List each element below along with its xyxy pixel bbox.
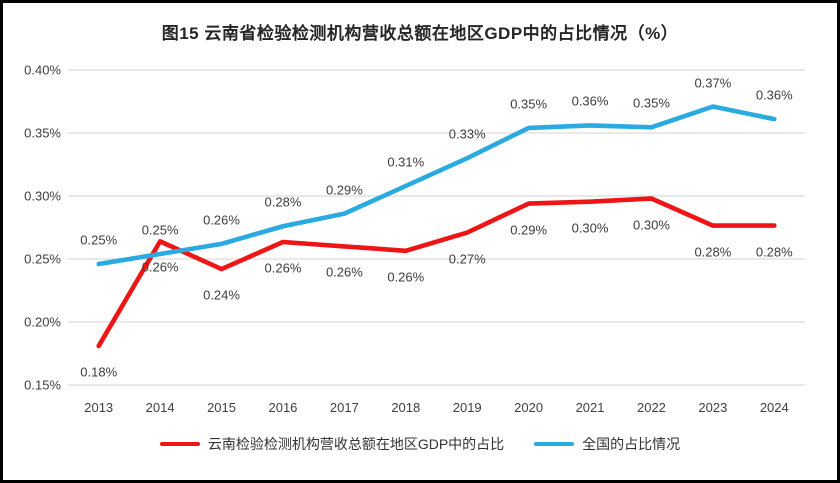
data-label-national: 0.28% [264,194,302,210]
data-label-national: 0.37% [694,75,732,91]
data-label-national: 0.29% [325,182,363,198]
data-label-national: 0.25% [80,232,118,248]
x-axis-tick-label: 2016 [268,400,298,415]
legend: 云南检验检测机构营收总额在地区GDP中的占比 全国的占比情况 [3,434,837,454]
data-label-yunnan: 0.26% [264,260,302,276]
data-label-yunnan: 0.29% [510,222,548,238]
data-label-yunnan: 0.30% [633,217,670,233]
y-axis-tick-label: 0.30% [24,188,61,204]
data-label-national: 0.31% [387,154,425,170]
y-axis-tick-label: 0.35% [24,125,61,141]
data-label-national: 0.35% [510,96,548,112]
legend-swatch-yunnan-line-icon [159,441,200,447]
x-axis-tick-label: 2015 [207,400,236,415]
data-label-national: 0.25% [141,222,179,238]
y-axis-tick-label: 0.15% [24,377,61,393]
chart-title: 图15 云南省检验检测机构营收总额在地区GDP中的占比情况（%） [161,24,679,43]
plot-area [68,69,805,386]
series-line-yunnan [96,196,777,349]
legend-swatch-national-line-icon [534,441,575,447]
data-label-national: 0.33% [448,126,486,142]
data-label-yunnan: 0.18% [80,364,118,380]
x-axis-tick-label: 2024 [759,400,789,415]
data-label-yunnan: 0.27% [448,251,486,267]
x-axis-tick-label: 2022 [636,400,666,415]
data-label-yunnan: 0.30% [571,220,609,236]
x-axis-tick-label: 2013 [84,400,114,415]
data-label-yunnan: 0.26% [325,264,363,280]
data-label-yunnan: 0.28% [694,244,732,260]
x-axis-tick-label: 2023 [698,400,728,415]
x-axis-tick-label: 2021 [575,400,605,415]
x-axis-tick-label: 2014 [145,400,175,415]
data-label-national: 0.36% [755,87,793,103]
y-axis-tick-label: 0.40% [24,62,61,78]
legend-item-yunnan: 云南检验检测机构营收总额在地区GDP中的占比 [159,434,505,454]
x-axis-tick-label: 2019 [452,400,482,415]
legend-label-national: 全国的占比情况 [582,436,681,452]
x-axis-tick-label: 2018 [391,400,421,415]
data-label-yunnan: 0.26% [141,259,179,275]
y-axis-tick-label: 0.20% [24,314,61,330]
y-axis-tick-label: 0.25% [24,251,61,267]
x-axis-tick-label: 2020 [514,400,544,415]
data-label-national: 0.35% [633,95,670,111]
data-label-national: 0.26% [203,212,240,228]
series-line-national [96,104,777,267]
data-label-national: 0.36% [571,93,609,109]
data-label-yunnan: 0.24% [203,287,240,303]
data-label-yunnan: 0.28% [755,244,793,260]
legend-item-national: 全国的占比情况 [534,434,680,454]
x-axis-tick-label: 2017 [329,400,359,415]
legend-label-yunnan: 云南检验检测机构营收总额在地区GDP中的占比 [207,436,505,452]
data-label-yunnan: 0.26% [387,269,425,285]
